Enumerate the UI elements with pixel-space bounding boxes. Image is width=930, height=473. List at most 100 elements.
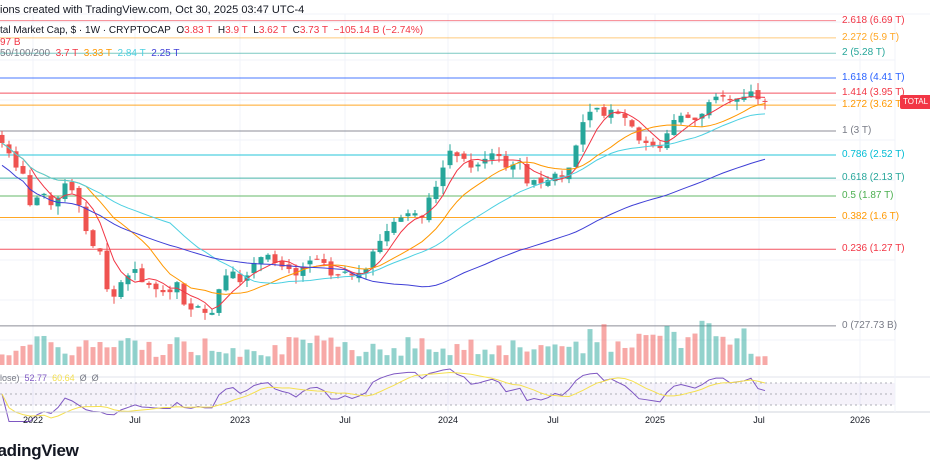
candle-body [538, 177, 544, 184]
volume-bar [433, 351, 439, 365]
ma-label[interactable]: 50/100/200 [0, 48, 51, 59]
candle-body [209, 312, 215, 315]
candle-body [118, 282, 124, 298]
candle-body [601, 107, 607, 116]
volume-bar [454, 344, 460, 365]
volume-bar [104, 347, 110, 365]
candle-body [286, 264, 292, 270]
candle-body [97, 248, 103, 252]
candle-body [41, 193, 47, 195]
volume-bar [27, 344, 33, 365]
candle-body [531, 180, 537, 185]
volume-bar [223, 353, 229, 365]
candle-body [748, 91, 754, 98]
volume-bar [230, 348, 236, 365]
moving-average-line-4 [1, 158, 766, 288]
fib-level-label: 0.382 (1.6 T) [842, 211, 900, 223]
x-axis-tick-label: 2025 [644, 415, 666, 425]
volume-bar [174, 337, 180, 365]
candle-body [300, 266, 306, 276]
candle-body [13, 151, 19, 168]
volume-bar [384, 355, 390, 365]
candle-body [237, 273, 243, 283]
volume-bar [251, 351, 257, 365]
x-axis-tick-label: Jul [339, 415, 351, 425]
x-axis-tick-label: 2024 [437, 415, 459, 425]
moving-average-line-1 [1, 96, 766, 310]
candle-body [678, 115, 684, 123]
volume-bar [342, 342, 348, 365]
x-axis-tick-label: Jul [129, 415, 141, 425]
candle-body [34, 197, 40, 206]
volume-bar [307, 343, 313, 365]
candle-body [559, 175, 565, 177]
x-axis-tick-label: Jul [753, 415, 765, 425]
candle-body [272, 254, 278, 263]
candle-body [615, 111, 621, 114]
fib-level-label: 2 (5.28 T) [842, 47, 886, 59]
symbol-name[interactable]: tal Market Cap, $ · 1W · CRYPTOCAP [0, 25, 171, 36]
candle-body [650, 141, 656, 146]
volume-bar [279, 354, 285, 365]
volume-bar [167, 344, 173, 365]
candle-body [510, 164, 516, 170]
volume-bar [377, 349, 383, 365]
volume-bar [727, 344, 733, 365]
candle-body [489, 153, 495, 160]
candle-body [27, 175, 33, 206]
open-label: O [176, 25, 185, 36]
volume-bar [188, 351, 194, 365]
volume-bar [132, 340, 138, 365]
open-value: 3.83 T [184, 25, 213, 36]
candle-body [692, 117, 698, 120]
volume-bar [83, 340, 89, 365]
candle-body [202, 308, 208, 313]
volume-bar [748, 353, 754, 365]
candle-body [265, 254, 271, 260]
volume-bar [587, 329, 593, 365]
volume-bar [13, 350, 19, 365]
volume-bar [412, 348, 418, 365]
candle-body [90, 230, 96, 247]
candle-body [524, 164, 530, 184]
volume-bar [356, 356, 362, 365]
candle-body [174, 282, 180, 293]
candle-body [377, 240, 383, 253]
volume-bar [692, 333, 698, 365]
change-value: −105.14 B (−2.74%) [333, 25, 424, 36]
volume-bar [475, 354, 481, 365]
candle-body [741, 96, 747, 100]
candle-body [293, 268, 299, 276]
candle-body [734, 98, 740, 102]
candle-body [188, 303, 194, 310]
volume-bar [349, 350, 355, 365]
candle-body [279, 260, 285, 267]
candle-body [153, 283, 159, 290]
volume-bar [62, 353, 68, 365]
fib-level-label: 1.414 (3.95 T) [842, 87, 905, 99]
low-value: 3.62 T [258, 25, 288, 36]
volume-bar [146, 341, 152, 365]
volume-bar [76, 346, 82, 365]
low-label: L [253, 25, 259, 36]
candle-body [0, 134, 5, 143]
volume-bar [321, 340, 327, 365]
rsi-label[interactable]: lose) [0, 373, 20, 383]
volume-bar [153, 356, 159, 365]
volume-bar [594, 342, 600, 365]
candle-body [335, 274, 341, 276]
candle-body [83, 206, 89, 232]
ma-value-3: 2.84 T [117, 48, 146, 59]
candle-body [433, 186, 439, 200]
volume-bar [552, 344, 558, 365]
volume-bar [503, 355, 509, 365]
volume-bar [300, 339, 306, 365]
candle-body [314, 258, 320, 260]
volume-bar [489, 354, 495, 365]
candle-body [580, 122, 586, 145]
volume-bar [559, 346, 565, 365]
candle-body [468, 160, 474, 168]
volume-bar [622, 347, 628, 365]
volume-bar [657, 335, 663, 365]
